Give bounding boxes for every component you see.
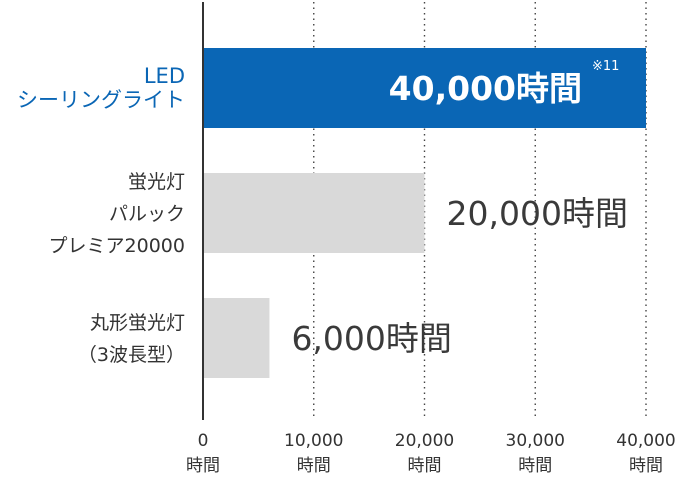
x-tick-label: 40,000 xyxy=(616,431,675,451)
category-label: プレミア20000 xyxy=(49,235,185,257)
bar xyxy=(203,48,646,128)
x-tick-label: 時間 xyxy=(297,456,331,476)
bar xyxy=(203,173,425,253)
value-label: 40,000時間 xyxy=(389,69,582,108)
category-label: （3波長型） xyxy=(78,344,185,366)
category-label: LED xyxy=(144,64,185,88)
category-label: 丸形蛍光灯 xyxy=(90,312,185,334)
category-label: シーリングライト xyxy=(17,88,185,112)
footnote-marker: ※11 xyxy=(592,59,619,74)
value-label: 6,000時間 xyxy=(291,319,451,358)
x-tick-label: 時間 xyxy=(408,456,442,476)
category-label: パルック xyxy=(109,203,185,225)
value-label: 20,000時間 xyxy=(447,194,628,233)
x-tick-label: 時間 xyxy=(186,456,220,476)
x-tick-label: 30,000 xyxy=(506,431,565,451)
x-tick-label: 10,000 xyxy=(284,431,343,451)
x-tick-label: 時間 xyxy=(629,456,663,476)
x-tick-label: 時間 xyxy=(518,456,552,476)
x-tick-label: 0 xyxy=(198,431,209,451)
category-label: 蛍光灯 xyxy=(128,171,185,193)
bar xyxy=(203,298,270,378)
x-tick-label: 20,000 xyxy=(395,431,454,451)
